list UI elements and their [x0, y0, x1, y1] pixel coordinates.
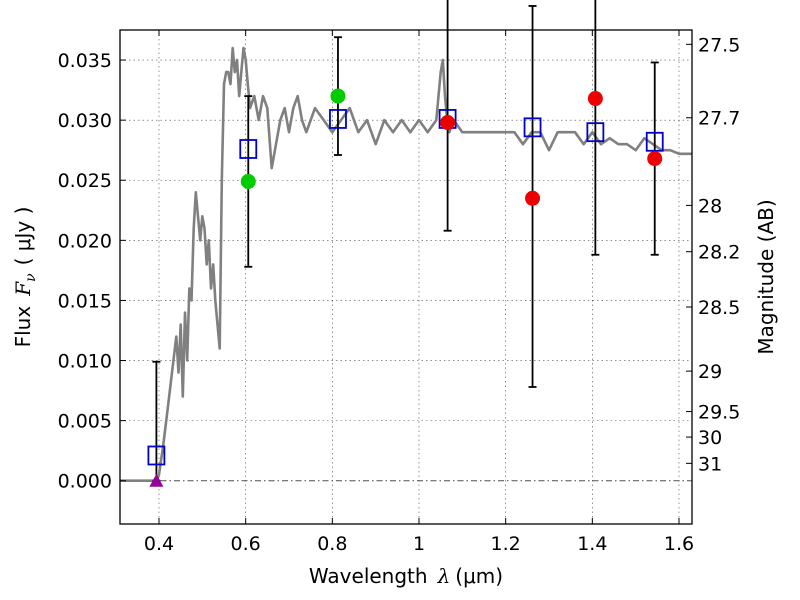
y-axis-title-unit: ( μJy )	[11, 207, 35, 266]
y-tick-label: 0.030	[58, 110, 112, 132]
observed-flux-point	[240, 173, 256, 189]
x-axis-title-symbol: λ	[437, 564, 451, 588]
mag-tick-label: 29	[698, 361, 722, 383]
observed-flux-point	[440, 115, 456, 131]
mag-tick-label: 28.5	[698, 297, 740, 319]
model-sed-line	[120, 46, 692, 483]
y-tick-label: 0.035	[58, 50, 112, 72]
plot-frame	[119, 29, 693, 525]
x-tick-label: 0.8	[317, 533, 347, 555]
model-photometry-square	[147, 445, 166, 466]
y-tick-label: 0.025	[58, 170, 112, 192]
x-tick-label: 1.4	[577, 533, 607, 555]
upper-limit-marker	[149, 473, 164, 487]
observed-flux-point	[587, 91, 603, 107]
y-tick-label: 0.005	[58, 411, 112, 433]
x-tick-label: 1.6	[664, 533, 694, 555]
mag-tick-label: 30	[698, 427, 722, 449]
mag-tick-label: 28.2	[698, 242, 740, 264]
mag-tick-label: 28	[698, 195, 722, 217]
x-tick-label: 1.2	[491, 533, 521, 555]
y-tick-label: 0.010	[58, 351, 112, 373]
x-axis-title-text: Wavelength	[309, 564, 428, 588]
x-tick-label: 0.6	[231, 533, 261, 555]
observed-flux-point	[525, 190, 541, 206]
y-axis-title-text: Flux	[11, 306, 35, 348]
axis-ticks: 0.4 0.6 0.8 1 1.2 1.4 1.6 0.000 0.005 0.010 0.015 0…	[58, 30, 740, 555]
y-axis-title: Flux Fν ( μJy )	[11, 207, 39, 348]
y2-axis-title: Magnitude (AB)	[754, 199, 778, 354]
mag-tick-label: 27.7	[698, 108, 740, 130]
data-markers	[147, 88, 664, 487]
grid	[120, 30, 692, 524]
observed-flux-point	[647, 151, 663, 167]
model-photometry-square	[329, 109, 347, 129]
y-tick-label: 0.015	[58, 290, 112, 312]
model-sed-layer	[120, 46, 692, 483]
mag-tick-label: 31	[698, 453, 722, 475]
mag-tick-label: 27.5	[698, 34, 740, 56]
x-tick-label: 1	[413, 533, 425, 555]
model-photometry-square	[645, 131, 664, 152]
x-axis-title-unit: (μm)	[455, 564, 503, 588]
model-photometry-square	[586, 122, 605, 143]
y-axis-title-subscript: ν	[23, 273, 39, 282]
x-axis-title: Wavelength λ (μm)	[309, 564, 503, 588]
y-tick-label: 0.020	[58, 230, 112, 252]
y-axis-title-symbol: F	[11, 281, 35, 297]
observed-flux-point	[330, 88, 346, 104]
y-tick-label: 0.000	[58, 471, 112, 493]
model-photometry-square	[239, 139, 258, 159]
error-bars	[152, 0, 659, 482]
model-photometry-square	[523, 117, 542, 138]
mag-tick-label: 29.5	[698, 402, 740, 424]
x-tick-label: 0.4	[144, 533, 174, 555]
